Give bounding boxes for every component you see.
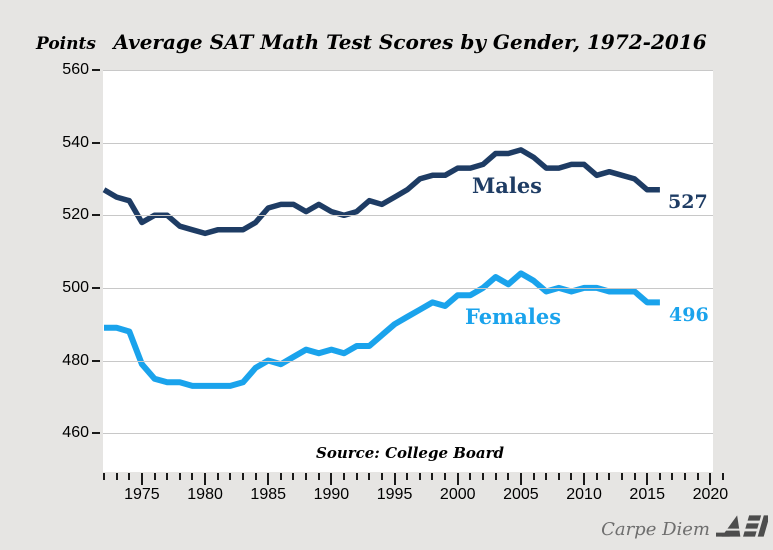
x-tick-minor [545,473,548,480]
x-tick-minor [431,473,434,480]
x-axis-label: 1980 [187,486,223,503]
x-axis-label: 2000 [439,486,476,503]
males-line [102,147,660,237]
y-axis-label: 540 [62,133,89,151]
x-tick-minor [241,473,244,480]
x-tick-minor [279,473,282,480]
y-gridline [103,215,713,217]
x-axis-label: 1990 [313,486,350,503]
y-axis-title: Points [36,34,96,54]
x-tick-minor [418,473,421,480]
x-tick-major [267,473,270,485]
x-tick-major [140,473,143,485]
x-tick-minor [292,473,295,480]
x-tick-minor [444,473,447,480]
y-axis-label: 560 [62,61,89,78]
x-tick-minor [191,473,194,480]
females-series-label: Females [464,304,562,329]
chart-title: Average SAT Math Test Scores by Gender, … [113,30,707,54]
x-tick-minor [380,473,383,480]
x-tick-minor [570,473,573,480]
x-tick-major [393,473,396,485]
x-axis-label: 2005 [503,486,539,503]
x-tick-minor [368,473,371,480]
x-tick-minor [620,473,623,480]
females-end-value-label: 496 [669,304,709,326]
y-gridline [103,360,713,362]
y-axis-label: 480 [62,351,89,369]
x-tick-minor [494,473,497,480]
x-axis-label: 2020 [692,486,729,503]
x-tick-minor [481,473,484,480]
aei-logo-icon [716,510,768,542]
y-gridline [103,433,713,435]
y-gridline [103,142,713,144]
x-tick-minor [671,473,674,480]
x-tick-major [583,473,586,485]
x-tick-minor [166,473,169,480]
x-tick-minor [684,473,687,480]
y-gridline [103,70,713,71]
x-axis-label: 1995 [376,486,413,503]
x-tick-minor [595,473,598,480]
line-series-canvas [102,147,660,389]
y-axis-tick [92,359,100,362]
x-tick-minor [103,473,105,480]
x-tick-major [646,473,649,485]
x-tick-minor [469,473,472,480]
x-tick-minor [254,473,257,480]
x-tick-minor [153,473,156,480]
males-end-value-label: 527 [668,191,708,213]
x-tick-major [204,473,207,485]
source-note: Source: College Board [315,444,504,462]
x-tick-major [330,473,333,485]
y-axis-label: 460 [62,424,89,442]
y-axis-tick [92,214,100,217]
y-axis-label: 520 [62,206,89,224]
x-tick-major [456,473,459,485]
x-tick-major [519,473,522,485]
x-axis-label: 1975 [124,486,160,503]
x-tick-minor [178,473,181,480]
x-tick-minor [633,473,636,480]
y-axis-tick [92,69,100,71]
males-series-label: Males [471,173,542,198]
x-tick-minor [216,473,219,480]
x-tick-minor [507,473,510,480]
x-axis-label: 1985 [250,486,287,503]
x-tick-minor [115,473,118,480]
x-tick-minor [406,473,409,480]
y-axis-label: 500 [62,278,89,296]
x-tick-minor [696,473,699,480]
y-axis-tick [92,286,100,289]
carpe-diem-credit: Carpe Diem [601,519,710,540]
plot-area [102,70,713,472]
x-axis-label: 2010 [566,486,602,503]
x-tick-minor [305,473,308,480]
x-axis-label: 2015 [629,486,666,503]
x-tick-minor [658,473,661,480]
x-tick-minor [355,473,358,480]
y-axis-tick [92,141,100,144]
y-gridline [103,287,713,289]
x-tick-minor [722,473,725,480]
x-tick-minor [557,473,560,480]
x-tick-minor [608,473,611,480]
x-tick-minor [128,473,131,480]
x-tick-major [709,473,712,485]
x-tick-minor [229,473,232,480]
x-tick-minor [317,473,320,480]
females-line [104,270,660,389]
y-axis-tick [92,432,100,435]
x-tick-minor [532,473,535,480]
x-tick-minor [343,473,346,480]
